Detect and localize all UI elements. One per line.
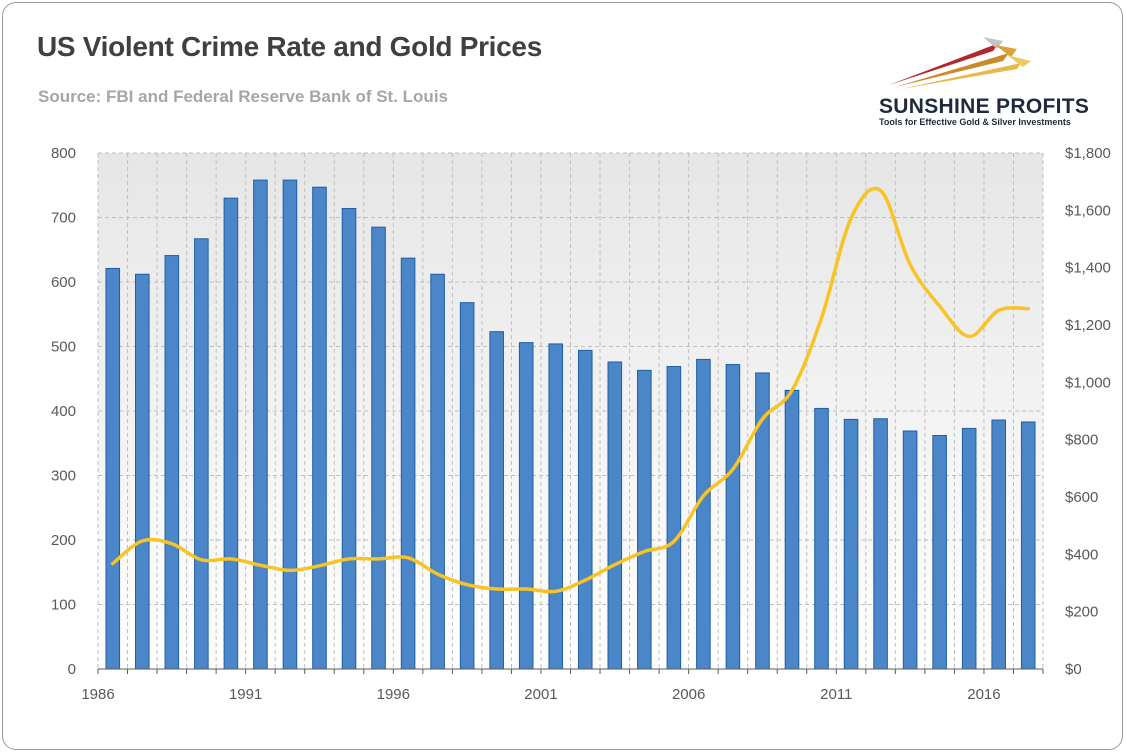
chart-subtitle: Source: FBI and Federal Reserve Bank of … xyxy=(38,87,448,106)
y-left-label: 300 xyxy=(51,468,76,485)
crime-bar-1986 xyxy=(105,267,121,670)
crime-bar-1999 xyxy=(489,331,504,670)
crime-bar-2013 xyxy=(902,430,918,670)
crime-bar-1991 xyxy=(253,179,268,670)
x-label-1986: 1986 xyxy=(81,686,114,703)
y-right-label: $800 xyxy=(1065,432,1098,449)
y-right-label: $1,000 xyxy=(1065,374,1111,391)
x-label-1991: 1991 xyxy=(229,686,262,703)
y-right-label: $1,200 xyxy=(1065,317,1111,334)
y-left-label: 600 xyxy=(51,274,76,291)
y-right-label: $1,600 xyxy=(1065,202,1111,219)
crime-bar-2012 xyxy=(873,418,888,670)
y-right-label: $600 xyxy=(1065,489,1098,506)
x-label-2001: 2001 xyxy=(524,686,557,703)
x-label-2016: 2016 xyxy=(967,686,1000,703)
crime-bar-2002 xyxy=(577,349,593,670)
crime-bar-1990 xyxy=(223,197,239,670)
crime-rate-bars xyxy=(105,179,1036,670)
crime-bar-1998 xyxy=(459,302,475,670)
crime-bar-2015 xyxy=(961,427,977,670)
y-left-label: 500 xyxy=(51,339,76,356)
crime-bar-1993 xyxy=(312,186,327,670)
y-left-label: 400 xyxy=(51,403,76,420)
crime-bar-2011 xyxy=(843,418,859,670)
y-right-label: $0 xyxy=(1065,661,1082,678)
crime-bar-2006 xyxy=(696,358,711,670)
y-right-label: $1,800 xyxy=(1065,145,1111,162)
crime-bar-2014 xyxy=(932,435,947,670)
crime-bar-2000 xyxy=(518,342,534,670)
crime-bar-1988 xyxy=(164,255,180,670)
y-left-label: 200 xyxy=(51,532,76,549)
y-left-label: 100 xyxy=(51,597,76,614)
crime-bar-2010 xyxy=(814,407,829,670)
logo-name: SUNSHINE PROFITS xyxy=(879,95,1090,118)
crime-bar-2017 xyxy=(1020,421,1036,670)
y-left-label: 0 xyxy=(68,661,76,678)
crime-bar-1992 xyxy=(282,179,298,670)
crime-bar-1989 xyxy=(194,238,209,670)
y-left-label: 700 xyxy=(51,210,76,227)
x-label-1996: 1996 xyxy=(377,686,410,703)
y-left-tick-labels: 0 100 200 300 400 500 600 700 800 xyxy=(51,145,76,678)
crime-bar-2016 xyxy=(991,419,1006,670)
crime-bar-1987 xyxy=(135,273,150,670)
crime-bar-1997 xyxy=(430,273,445,670)
crime-bar-2003 xyxy=(607,361,623,670)
logo-tagline: Tools for Effective Gold & Silver Invest… xyxy=(879,117,1071,127)
crime-bar-1994 xyxy=(341,207,357,670)
logo-swoosh-icon xyxy=(889,37,1031,89)
crime-bar-2007 xyxy=(725,364,741,670)
y-right-label: $1,400 xyxy=(1065,260,1111,277)
crime-bar-2009 xyxy=(784,389,800,670)
crime-bar-2001 xyxy=(548,343,564,670)
crime-bar-2004 xyxy=(637,369,652,670)
y-right-tick-labels: $0 $200 $400 $600 $800 $1,000 $1,200 $1,400 $1,6… xyxy=(1065,145,1111,678)
y-left-label: 800 xyxy=(51,145,76,162)
chart-title: US Violent Crime Rate and Gold Prices xyxy=(37,31,542,62)
y-right-label: $400 xyxy=(1065,546,1098,563)
crime-bar-1996 xyxy=(400,257,416,670)
x-label-2006: 2006 xyxy=(672,686,705,703)
crime-bar-2005 xyxy=(666,365,682,670)
x-label-2011: 2011 xyxy=(820,686,852,703)
y-right-label: $200 xyxy=(1065,604,1098,621)
crime-bar-1995 xyxy=(371,226,386,670)
x-tick-labels: 1986 1991 1996 2001 2006 2011 2016 xyxy=(81,669,1044,703)
gold-price-line xyxy=(111,186,1030,594)
sunshine-profits-logo: SUNSHINE PROFITS Tools for Effective Gol… xyxy=(871,33,1101,133)
vertical-gridlines xyxy=(97,153,1044,669)
